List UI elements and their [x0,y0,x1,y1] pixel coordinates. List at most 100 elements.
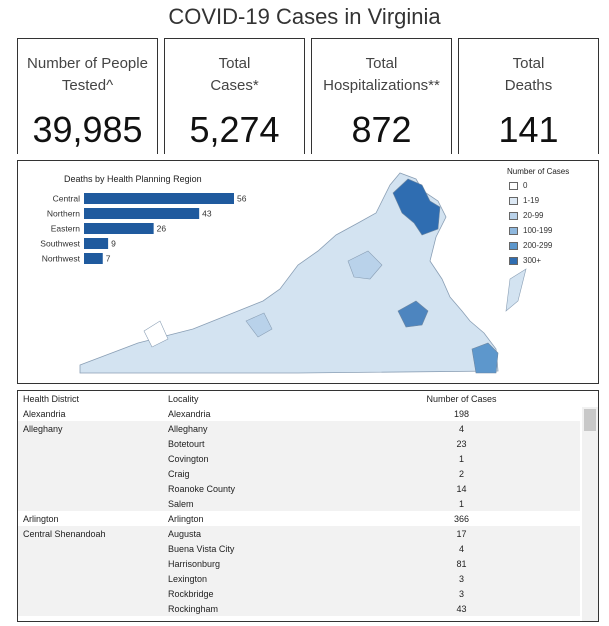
cell-locality: Harrisonburg [163,556,343,571]
bar-category-label: Northern [47,209,80,219]
kpi-value: 872 [351,109,412,150]
scrollbar-track[interactable] [582,407,598,621]
cell-health-district: Arlington [23,513,59,524]
deaths-bar-chart: Central 56 Northern 43 Eastern 26 Southwest 9 No… [40,193,247,264]
bar-value-label: 43 [202,209,212,219]
kpi-value: 141 [498,109,559,150]
cell-health-district [18,541,163,556]
kpi-tested[interactable]: Number of People Tested^ 39,985 [17,38,158,154]
cell-locality: Roanoke County [163,481,343,496]
bar-northwest[interactable] [84,253,103,264]
kpi-label: Number of People Tested^ [27,55,148,94]
cell-locality: Rockingham [163,601,343,616]
cell-locality: Craig [163,466,343,481]
map-panel: Deaths by Health Planning Region Central… [17,160,599,384]
legend-label: 100-199 [523,226,553,235]
cell-health-district [18,601,163,616]
cell-locality: Augusta [163,526,343,541]
cell-cases: 1 [343,451,580,466]
roanoke-region [245,312,273,338]
kpi-label: Total Cases* [210,55,259,94]
cell-health-district [18,556,163,571]
kpi-cases[interactable]: Total Cases* 5,274 [164,38,305,154]
hampton-roads-region [471,342,499,374]
table-row[interactable]: Roanoke County 14 [18,481,580,496]
cell-health-district [18,481,163,496]
kpi-value: 5,274 [189,109,280,150]
page-title: COVID-19 Cases in Virginia [168,4,441,29]
bar-value-label: 7 [106,254,111,264]
kpi-hospitalizations[interactable]: Total Hospitalizations** 872 [311,38,452,154]
table-row[interactable]: Botetourt 23 [18,436,580,451]
bar-central[interactable] [84,193,234,204]
cell-health-district [18,451,163,466]
cell-cases: 1 [343,496,580,511]
cell-cases: 198 [453,408,470,419]
legend-swatch [509,197,518,205]
cell-cases: 81 [343,556,580,571]
cell-cases: 4 [343,541,580,556]
table-row[interactable]: Craig 2 [18,466,580,481]
eastern-shore [505,268,527,312]
table-row[interactable]: Buena Vista City 4 [18,541,580,556]
cell-cases: 3 [343,571,580,586]
bar-category-label: Southwest [40,239,80,249]
legend-swatch [509,257,518,265]
bar-value-label: 56 [237,194,247,204]
kpi-value: 39,985 [32,109,143,150]
legend-swatch [509,242,518,250]
bar-value-label: 26 [157,224,167,234]
kpi-label: Total Hospitalizations** [323,55,440,94]
kpi-deaths[interactable]: Total Deaths 141 [458,38,599,154]
table-row[interactable]: Lexington 3 [18,571,580,586]
cell-health-district [18,436,163,451]
legend-swatch [509,182,518,190]
cell-health-district: Alexandria [23,408,66,419]
legend-swatch [509,227,518,235]
cell-cases: 23 [343,436,580,451]
table-row[interactable]: Alleghany Alleghany 4 [18,421,580,436]
cell-locality: Botetourt [163,436,343,451]
table-row[interactable]: Rockingham 43 [18,601,580,616]
header-locality[interactable]: Locality [168,393,199,404]
virginia-shape [79,172,499,374]
legend-label: 200-299 [523,241,553,250]
cases-table-panel: Health District Locality Number of Cases… [17,390,599,622]
cell-locality: Rockbridge [163,586,343,601]
bar-northern[interactable] [84,208,200,219]
bar-southwest[interactable] [84,238,109,249]
table-row[interactable]: Covington 1 [18,451,580,466]
table-row[interactable]: Rockbridge 3 [18,586,580,601]
kpi-label: Total Deaths [504,55,553,94]
bar-eastern[interactable] [84,223,154,234]
cell-cases: 14 [343,481,580,496]
legend-title: Number of Cases [507,167,570,176]
legend-label: 1-19 [523,196,540,205]
table-row[interactable]: Alexandria Alexandria 198 [18,406,580,421]
northern-va-region [392,178,441,236]
cell-locality: Covington [163,451,343,466]
table-row[interactable]: Salem 1 [18,496,580,511]
cell-locality: Arlington [168,513,204,524]
richmond-region [397,300,429,328]
table-row[interactable]: Arlington Arlington 366 [18,511,580,526]
cell-health-district [18,466,163,481]
header-number-of-cases[interactable]: Number of Cases [426,393,497,404]
cases-table: Health District Locality Number of Cases… [18,391,580,616]
cell-health-district [18,586,163,601]
cell-cases: 2 [343,466,580,481]
cell-health-district [18,496,163,511]
bar-chart-title: Deaths by Health Planning Region [64,174,202,184]
cell-locality: Salem [163,496,343,511]
header-health-district[interactable]: Health District [23,393,80,404]
legend-label: 0 [523,181,528,190]
table-row[interactable]: Central Shenandoah Augusta 17 [18,526,580,541]
legend-swatch [509,212,518,220]
bar-category-label: Central [53,194,81,204]
cell-locality: Lexington [163,571,343,586]
virginia-map[interactable] [18,161,600,385]
table-header-row: Health District Locality Number of Cases [18,391,580,406]
southwest-white-area [143,320,169,348]
scrollbar-thumb[interactable] [584,409,596,431]
table-row[interactable]: Harrisonburg 81 [18,556,580,571]
